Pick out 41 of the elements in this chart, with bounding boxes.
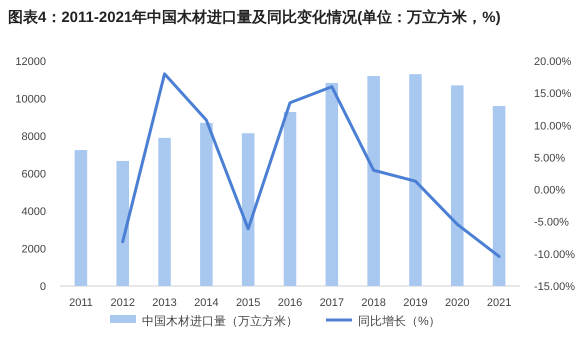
chart-title: 图表4：2011-2021年中国木材进口量及同比变化情况(单位：万立方米，%) [8, 8, 501, 26]
x-tick-label: 2015 [236, 297, 260, 309]
y2-tick-label: 20.00% [534, 56, 572, 68]
y-tick-label: 8000 [22, 131, 46, 143]
y2-tick-label: -10.00% [534, 248, 576, 261]
bar [367, 76, 380, 286]
bar [158, 138, 171, 286]
x-tick-label: 2020 [445, 297, 470, 309]
bar [116, 160, 129, 286]
y-tick-label: 2000 [22, 244, 46, 256]
y2-tick-label: -5.00% [534, 216, 570, 229]
line-series [121, 72, 501, 258]
x-tick-label: 2018 [361, 297, 386, 309]
x-tick-label: 2017 [320, 297, 344, 309]
y2-tick-label: 15.00% [534, 88, 572, 100]
y2-tick-label: 10.00% [534, 120, 572, 132]
x-tick-label: 2012 [110, 297, 135, 309]
bar [326, 82, 338, 286]
y-tick-label: 6000 [22, 168, 46, 180]
y-tick-label: 0 [40, 281, 46, 293]
y2-tick-label: 5.00% [534, 152, 566, 164]
bar [74, 150, 88, 286]
x-tick-label: 2013 [152, 297, 177, 309]
y-tick-label: 4000 [22, 206, 46, 218]
bar [492, 106, 506, 286]
legend-label: 中国木材进口量（万立方米） [142, 314, 298, 328]
x-tick-label: 2016 [278, 297, 302, 309]
y2-tick-label: -15.00% [534, 281, 576, 293]
bar [409, 74, 422, 286]
legend-label: 同比增长（%） [358, 314, 441, 328]
y2-tick-label: 0.00% [534, 184, 566, 197]
y-tick-label: 10000 [15, 94, 46, 106]
y-tick-label: 12000 [15, 56, 46, 68]
bar [200, 122, 213, 286]
x-tick-label: 2014 [194, 297, 219, 309]
x-tick-label: 2021 [486, 297, 512, 309]
x-tick-label: 2019 [403, 297, 428, 309]
bar [242, 133, 254, 286]
x-tick-label: 2011 [69, 297, 93, 309]
bar [284, 112, 296, 286]
bar [451, 85, 464, 286]
